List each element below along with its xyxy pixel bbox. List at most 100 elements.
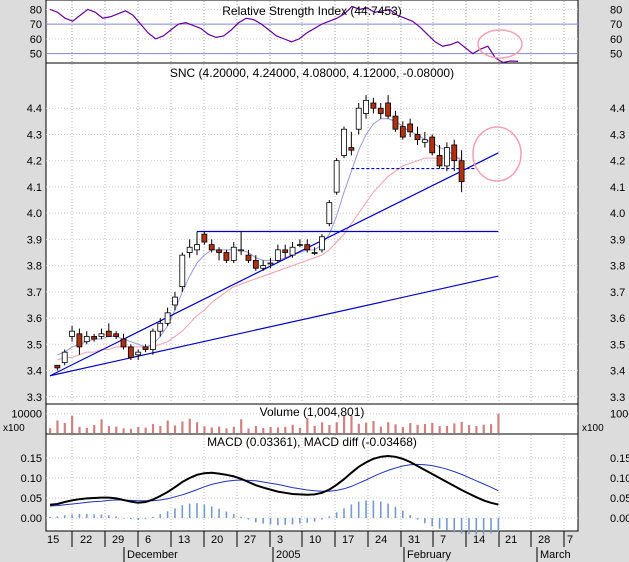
candle-body bbox=[69, 330, 75, 337]
macd-diff-bar bbox=[93, 514, 95, 518]
volume-bar bbox=[431, 422, 434, 433]
macd-diff-bar bbox=[313, 518, 316, 522]
volume-bar bbox=[306, 418, 309, 433]
candle-body bbox=[91, 336, 97, 340]
x-tick-label: 10 bbox=[309, 534, 321, 546]
candle-body bbox=[311, 252, 318, 254]
macd-diff-bar bbox=[210, 506, 213, 518]
month-label: March bbox=[540, 549, 571, 561]
x-tick-label: 31 bbox=[408, 534, 420, 546]
volume-bar bbox=[203, 426, 206, 433]
macd-diff-bar bbox=[63, 515, 66, 518]
x-tick-label: 13 bbox=[178, 534, 190, 546]
macd-diff-bar bbox=[130, 518, 132, 520]
candle-body bbox=[289, 246, 296, 256]
macd-diff-bar bbox=[379, 501, 382, 518]
rsi-y-tick-label-right: 50 bbox=[610, 49, 622, 61]
volume-bar bbox=[416, 424, 419, 433]
macd-diff-bar bbox=[394, 506, 397, 518]
candle-body bbox=[385, 102, 392, 117]
volume-bar bbox=[313, 425, 316, 433]
volume-bar bbox=[115, 426, 118, 433]
macd-diff-bar bbox=[203, 504, 206, 518]
candle-body bbox=[399, 126, 406, 138]
candle-body bbox=[363, 99, 369, 114]
price-trendline bbox=[49, 152, 499, 377]
candle-body bbox=[451, 144, 458, 162]
volume-bar bbox=[144, 427, 147, 433]
volume-bar bbox=[78, 426, 81, 433]
volume-bar bbox=[107, 426, 110, 433]
x-tick-label: 7 bbox=[440, 534, 446, 546]
x-tick-label: 22 bbox=[80, 534, 92, 546]
macd-y-tick-label-left: 0.00 bbox=[21, 513, 42, 525]
candle-body bbox=[326, 202, 333, 225]
macd-diff-bar bbox=[225, 511, 228, 518]
candle-body bbox=[252, 259, 259, 269]
macd-diff-bar bbox=[350, 504, 353, 518]
candle-body bbox=[267, 262, 274, 265]
macd-diff-bar bbox=[240, 516, 242, 518]
candle-body bbox=[208, 244, 215, 251]
macd-y-tick-label-right: 0.05 bbox=[610, 493, 629, 505]
candle-body bbox=[216, 249, 222, 253]
x-tick-label: 29 bbox=[112, 534, 124, 546]
macd-diff-bar bbox=[218, 508, 220, 518]
candle-body bbox=[260, 265, 267, 269]
macd-diff-bar bbox=[453, 518, 456, 533]
macd-diff-bar bbox=[277, 518, 279, 526]
price-y-tick-label-right: 3.6 bbox=[610, 313, 625, 325]
candle-body bbox=[370, 102, 377, 109]
volume-bar bbox=[453, 423, 456, 433]
price-y-tick-label-right: 3.5 bbox=[610, 339, 625, 351]
x-tick-label: 7 bbox=[567, 534, 573, 546]
volume-bar bbox=[401, 427, 404, 433]
price-title: SNC (4.20000, 4.24000, 4.08000, 4.12000,… bbox=[170, 66, 454, 80]
price-y-tick-label-left: 3.9 bbox=[27, 234, 42, 246]
price-y-tick-label-right: 3.8 bbox=[610, 261, 625, 273]
volume-bar bbox=[350, 416, 353, 433]
macd-diff-bar bbox=[174, 508, 176, 518]
macd-diff-bar bbox=[196, 503, 198, 518]
volume-bar bbox=[445, 426, 449, 433]
volume-bar bbox=[56, 420, 59, 433]
candle-body bbox=[230, 246, 237, 261]
volume-y-tick-label-right: 10000 bbox=[610, 409, 629, 421]
volume-bar bbox=[497, 413, 500, 433]
price-y-tick-label-left: 3.7 bbox=[27, 287, 42, 299]
macd-diff-bar bbox=[188, 503, 191, 518]
macd-y-tick-label-right: 0.10 bbox=[610, 473, 629, 485]
price-y-tick-label-left: 4.0 bbox=[27, 208, 42, 220]
macd-diff-bar bbox=[159, 514, 162, 518]
rsi-line bbox=[49, 5, 519, 64]
macd-y-tick-label-left: 0.05 bbox=[21, 493, 42, 505]
macd-diff-bar bbox=[269, 518, 272, 525]
volume-bar bbox=[93, 425, 96, 433]
candle-body bbox=[421, 139, 428, 143]
volume-bar bbox=[298, 427, 302, 433]
chart-labels: 15 22 29 6 13 20 27 3 10 17 24 31 7 14 21 28 7 December 20… bbox=[11, 4, 629, 561]
candle-body bbox=[83, 336, 90, 343]
x-tick-label: 20 bbox=[211, 534, 223, 546]
candle-body bbox=[245, 254, 252, 261]
price-y-tick-label-left: 4.2 bbox=[27, 156, 42, 168]
macd-diff-bar bbox=[291, 518, 294, 525]
macd-diff-bar bbox=[387, 503, 389, 518]
macd-diff-bar bbox=[71, 514, 73, 518]
price-y-tick-label-right: 4.3 bbox=[610, 129, 625, 141]
volume-bar bbox=[372, 421, 375, 433]
macd-diff-bar bbox=[409, 515, 411, 518]
price-y-tick-label-left: 3.4 bbox=[27, 366, 42, 378]
candle-body bbox=[355, 107, 362, 130]
macd-diff-bar bbox=[438, 518, 441, 529]
candle-body bbox=[304, 244, 311, 251]
macd-diff-bar bbox=[402, 510, 404, 518]
macd-diff-bar bbox=[482, 518, 485, 535]
candle-body bbox=[179, 254, 186, 287]
candle-body bbox=[282, 249, 289, 253]
candle-body bbox=[407, 123, 414, 133]
rsi-y-tick-label-right: 60 bbox=[610, 34, 622, 46]
candle-body bbox=[54, 364, 61, 369]
candle-body bbox=[76, 333, 83, 348]
candle-body bbox=[274, 249, 281, 261]
